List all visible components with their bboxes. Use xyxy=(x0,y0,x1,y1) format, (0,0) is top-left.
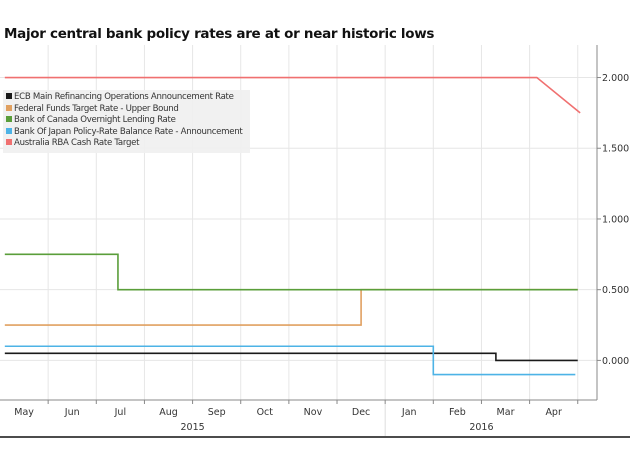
year-label: 2015 xyxy=(180,422,204,433)
x-tick-label: Apr xyxy=(545,407,562,418)
y-tick-label: 0.500 xyxy=(602,285,629,296)
legend-item: Australia RBA Cash Rate Target xyxy=(6,138,246,150)
x-tick-label: Oct xyxy=(257,407,274,418)
series-line xyxy=(4,76,581,114)
x-tick-label: Mar xyxy=(497,407,515,418)
legend-item: Federal Funds Target Rate - Upper Bound xyxy=(6,104,246,116)
year-label: 2016 xyxy=(469,422,493,433)
legend-label: Bank Of Japan Policy-Rate Balance Rate -… xyxy=(14,126,243,137)
legend-item: Bank Of Japan Policy-Rate Balance Rate -… xyxy=(6,127,246,139)
x-tick-label: Jan xyxy=(401,407,417,418)
series-line xyxy=(4,288,578,326)
legend-label: Bank of Canada Overnight Lending Rate xyxy=(14,115,176,125)
chart-title: Major central bank policy rates are at o… xyxy=(4,26,435,42)
y-tick-label: 2.000 xyxy=(602,73,629,84)
series-line xyxy=(4,253,578,291)
x-tick-label: May xyxy=(14,407,34,418)
y-tick-label: 1.000 xyxy=(602,214,629,225)
series-line xyxy=(4,352,578,362)
y-tick-label: 1.500 xyxy=(602,144,629,155)
legend-label: ECB Main Refinancing Operations Announce… xyxy=(14,92,234,102)
legend-swatch xyxy=(6,127,12,134)
legend-label: Federal Funds Target Rate - Upper Bound xyxy=(14,103,179,114)
x-tick-label: Dec xyxy=(352,407,370,418)
legend-swatch xyxy=(6,93,12,99)
legend-item: Bank of Canada Overnight Lending Rate xyxy=(6,115,246,127)
legend-label: Australia RBA Cash Rate Target xyxy=(14,138,140,148)
x-tick-label: Feb xyxy=(449,407,466,418)
x-tick-label: Jun xyxy=(64,407,80,418)
x-tick-label: Nov xyxy=(304,407,323,418)
x-tick-label: Jul xyxy=(114,407,126,418)
legend-swatch xyxy=(6,139,12,145)
x-tick-label: Aug xyxy=(159,407,178,418)
series-line xyxy=(4,345,576,376)
legend-item: ECB Main Refinancing Operations Announce… xyxy=(6,92,246,104)
legend-swatch xyxy=(6,104,12,111)
y-tick-label: 0.000 xyxy=(602,356,629,367)
legend-swatch xyxy=(6,116,12,122)
x-tick-label: Sep xyxy=(208,407,226,418)
legend: ECB Main Refinancing Operations Announce… xyxy=(3,90,250,153)
